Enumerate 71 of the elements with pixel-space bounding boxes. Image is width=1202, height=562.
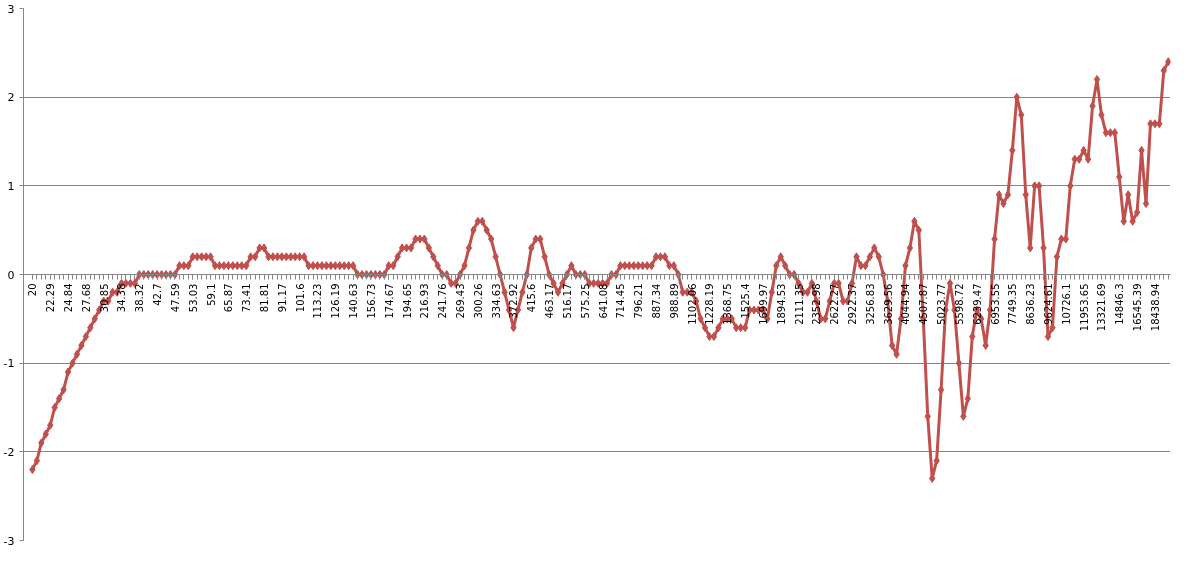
x-tick-label: 988.89	[668, 283, 680, 319]
x-tick-label: 174.67	[383, 283, 395, 319]
x-tick-label: 47.59	[169, 283, 181, 313]
x-tick-label: 8636.23	[1025, 283, 1037, 325]
x-tick-label: 334.63	[490, 283, 502, 319]
x-tick-label: 81.81	[259, 283, 271, 313]
x-tick-label: 53.03	[187, 283, 199, 313]
x-tick-label: 415.6	[526, 283, 538, 313]
x-tick-label: 113.23	[312, 283, 324, 319]
x-tick-label: 24.84	[63, 283, 75, 313]
y-tick-label: -2	[3, 445, 15, 459]
y-tick-label: -1	[3, 357, 15, 371]
x-tick-label: 887.34	[651, 283, 663, 319]
x-tick-label: 2622.27	[829, 283, 841, 325]
x-tick-label: 30.85	[98, 283, 110, 313]
x-tick-label: 65.87	[223, 283, 235, 313]
x-tick-label: 6953.55	[989, 283, 1001, 325]
x-tick-label: 7749.35	[1007, 283, 1019, 325]
x-tick-label: 241.76	[437, 283, 449, 319]
x-tick-label: 156.73	[365, 283, 377, 319]
x-tick-label: 18438.94	[1149, 283, 1161, 332]
x-tick-label: 1368.75	[722, 283, 734, 325]
x-tick-label: 20	[27, 283, 39, 297]
x-tick-label: 59.1	[205, 283, 217, 306]
y-tick-label: 0	[7, 268, 15, 282]
x-tick-label: 796.21	[633, 283, 645, 319]
x-tick-label: 126.19	[330, 283, 342, 319]
x-tick-label: 216.93	[419, 283, 431, 319]
x-tick-label: 2352.98	[811, 283, 823, 325]
x-tick-label: 5598.72	[953, 283, 965, 325]
x-tick-label: 2922.37	[847, 283, 859, 325]
x-tick-label: 1699.97	[757, 283, 769, 325]
x-tick-label: 641.08	[597, 283, 609, 319]
x-tick-label: 101.6	[294, 283, 306, 313]
x-tick-label: 3256.83	[864, 283, 876, 325]
x-tick-label: 9624.61	[1043, 283, 1054, 325]
x-tick-label: 1894.53	[775, 283, 787, 325]
x-tick-label: 73.41	[241, 283, 253, 313]
x-tick-label: 194.65	[401, 283, 413, 319]
x-tick-label: 34.38	[116, 283, 128, 313]
x-tick-label: 27.68	[80, 283, 92, 313]
x-tick-label: 463.17	[544, 283, 556, 319]
x-tick-label: 10726.1	[1060, 283, 1072, 325]
x-tick-label: 5023.77	[936, 283, 948, 325]
x-tick-label: 42.7	[152, 283, 164, 306]
x-tick-label: 6239.47	[971, 283, 983, 325]
x-tick-label: 1102.06	[686, 283, 698, 325]
x-tick-label: 13321.69	[1096, 283, 1108, 332]
x-tick-label: 14846.3	[1114, 283, 1126, 325]
x-tick-label: 575.25	[579, 283, 591, 319]
x-tick-label: 3629.56	[882, 283, 894, 325]
y-tick-label: 1	[7, 179, 15, 193]
x-tick-label: 140.63	[348, 283, 360, 319]
x-tick-label: 11953.65	[1078, 283, 1090, 332]
x-tick-label: 38.32	[134, 283, 146, 313]
x-tick-label: 300.26	[472, 283, 484, 319]
y-tick-label: -3	[3, 534, 15, 548]
y-tick-label: 3	[7, 2, 15, 16]
x-tick-label: 4044.94	[900, 283, 912, 325]
y-tick-label: 2	[7, 91, 15, 105]
x-tick-label: 1228.19	[704, 283, 716, 325]
x-tick-label: 516.17	[561, 283, 573, 319]
x-tick-label: 1525.4	[740, 283, 752, 319]
x-tick-label: 91.17	[276, 283, 288, 313]
x-tick-label: 269.43	[455, 283, 467, 319]
x-tick-label: 22.29	[45, 283, 57, 313]
x-tick-label: 372.92	[508, 283, 520, 319]
x-tick-label: 4507.87	[918, 283, 930, 325]
x-tick-label: 16545.39	[1132, 283, 1144, 332]
x-tick-label: 2111.35	[793, 283, 805, 325]
x-tick-label: 714.45	[615, 283, 627, 319]
